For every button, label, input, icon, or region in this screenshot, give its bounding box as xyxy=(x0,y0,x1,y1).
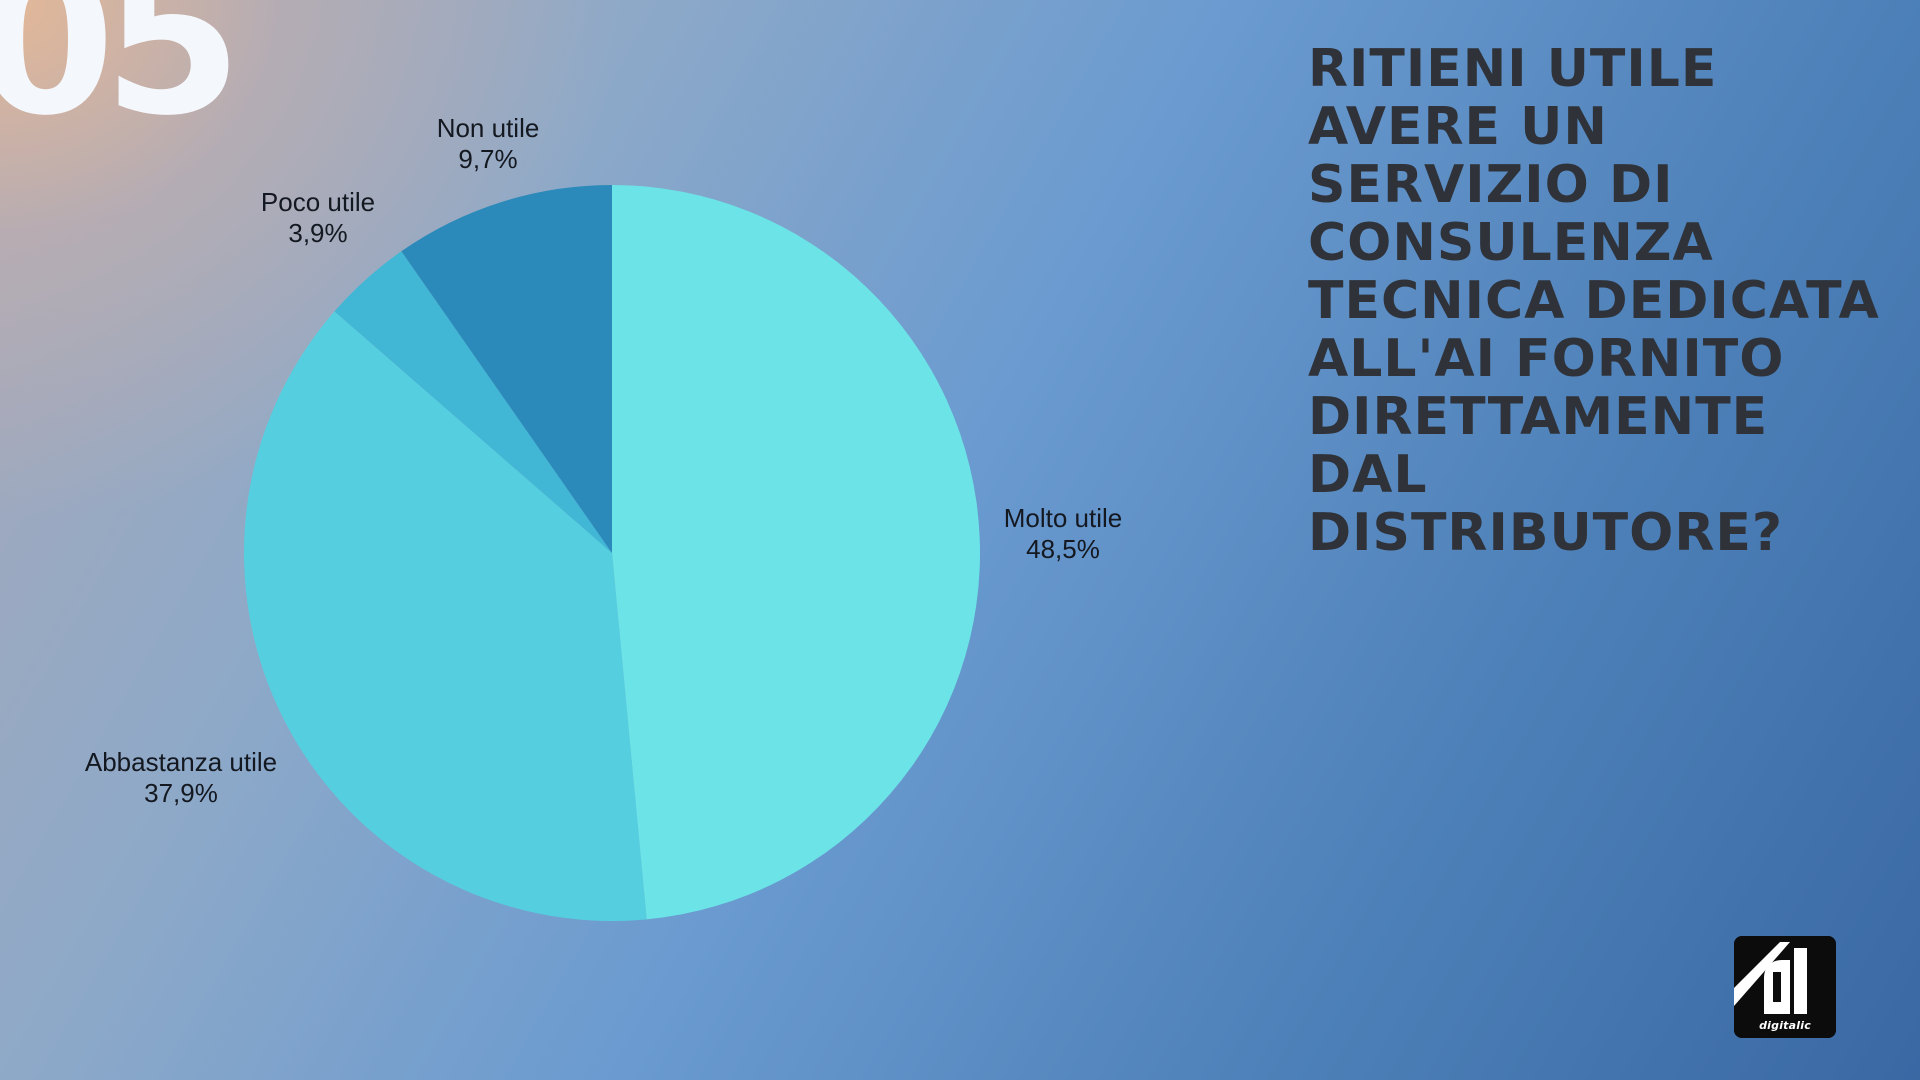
pie-slice-molto-utile xyxy=(612,185,980,920)
pie-chart: Molto utile 48,5% Abbastanza utile 37,9% Poc… xyxy=(85,113,1122,921)
slide-number: 05 xyxy=(0,0,242,160)
slice-label-value: 3,9% xyxy=(288,218,347,248)
slice-label-name: Abbastanza utile xyxy=(85,747,277,777)
dl-logo-icon xyxy=(1734,936,1836,1038)
pie-slice-poco-utile xyxy=(334,251,612,553)
slice-label-value: 48,5% xyxy=(1026,534,1100,564)
pie-slice-non-utile xyxy=(401,185,612,553)
digitalic-logo: digitalic xyxy=(1734,936,1836,1038)
pie-slice-abbastanza-utile xyxy=(243,311,647,921)
slice-label-name: Poco utile xyxy=(261,187,375,217)
slice-label-value: 37,9% xyxy=(144,778,218,808)
logo-text: digitalic xyxy=(1759,1019,1811,1032)
survey-question: RITIENI UTILE AVERE UN SERVIZIO DI CONSU… xyxy=(1308,39,1880,563)
slice-label-name: Molto utile xyxy=(1004,503,1123,533)
slice-label-name: Non utile xyxy=(437,113,540,143)
slice-label-value: 9,7% xyxy=(458,144,517,174)
pie-slices xyxy=(243,185,980,921)
